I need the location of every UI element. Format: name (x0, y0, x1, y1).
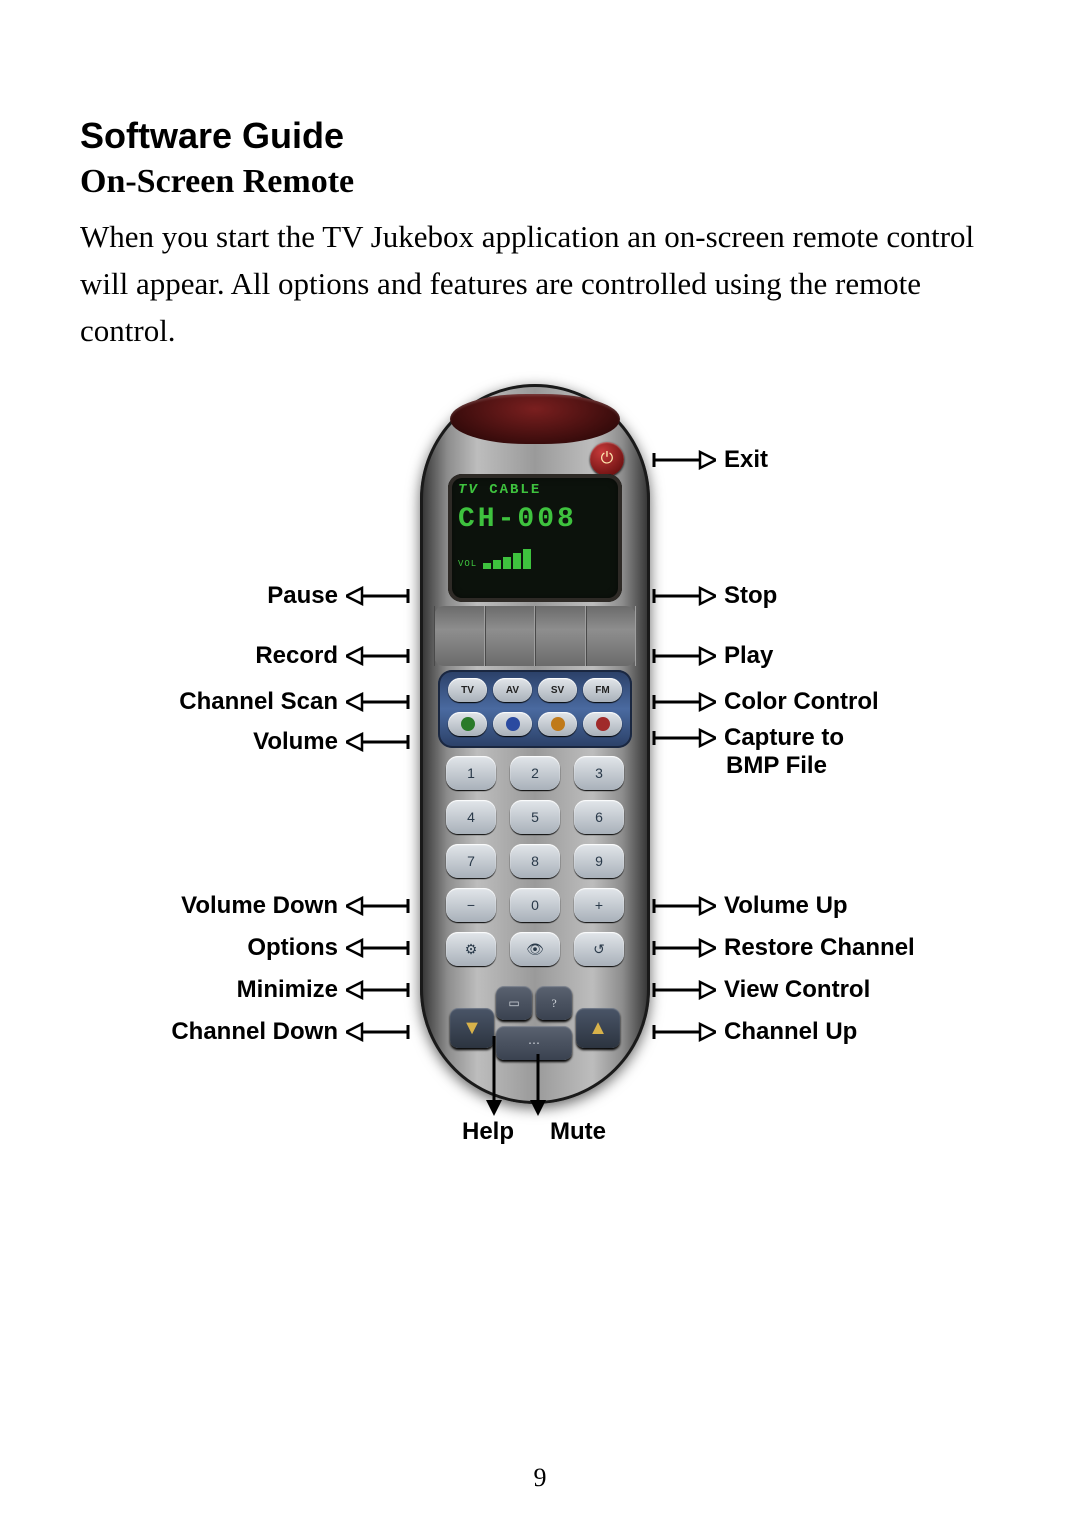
callout-channel-down: Channel Down (171, 1018, 416, 1046)
callout-options: Options (247, 934, 416, 962)
minimize-button[interactable]: ▭ (496, 986, 532, 1020)
key-0[interactable]: 0 (510, 888, 560, 922)
key-4[interactable]: 4 (446, 800, 496, 834)
lcd-volume-meter: VOL (458, 549, 612, 569)
key-2[interactable]: 2 (510, 756, 560, 790)
callout-exit: Exit (646, 446, 768, 474)
callout-volume-up: Volume Up (646, 892, 848, 920)
capture-icon (596, 717, 610, 731)
volume-up-button[interactable]: + (574, 888, 624, 922)
pause-button[interactable] (434, 606, 485, 666)
callout-color-control: Color Control (646, 688, 879, 716)
transport-strip (434, 606, 636, 666)
body-paragraph: When you start the TV Jukebox applicatio… (80, 213, 1000, 354)
callout-pause: Pause (267, 582, 416, 610)
callout-volume: Volume (253, 728, 416, 756)
channel-up-button[interactable]: ▲ (576, 1008, 620, 1048)
color-icon (551, 717, 565, 731)
callout-play: Play (646, 642, 773, 670)
key-6[interactable]: 6 (574, 800, 624, 834)
page-number: 9 (0, 1463, 1080, 1493)
channel-scan-button[interactable] (448, 712, 487, 736)
record-button[interactable] (535, 606, 586, 666)
lcd-screen: TV CABLE CH-008 VOL (448, 474, 622, 602)
mode-av[interactable]: AV (493, 678, 532, 702)
mode-sv[interactable]: SV (538, 678, 577, 702)
numeric-keypad: 1 2 3 4 5 6 7 8 9 − 0 + ⚙ 👁 ↺ (446, 756, 624, 966)
callout-view-control: View Control (646, 976, 870, 1004)
callout-capture-to: Capture to (646, 724, 844, 752)
key-3[interactable]: 3 (574, 756, 624, 790)
power-icon: ⏻ (601, 450, 614, 468)
lcd-line1: TV CABLE (458, 482, 612, 498)
callout-stop: Stop (646, 582, 777, 610)
mode-panel: TV AV SV FM (438, 670, 632, 748)
options-button[interactable]: ⚙ (446, 932, 496, 966)
callout-restore-channel: Restore Channel (646, 934, 915, 962)
view-control-button[interactable]: 👁 (510, 932, 560, 966)
volume-button[interactable] (493, 712, 532, 736)
key-1[interactable]: 1 (446, 756, 496, 790)
key-5[interactable]: 5 (510, 800, 560, 834)
volume-icon (506, 717, 520, 731)
callout-bmp-file: BMP File (726, 752, 827, 780)
mode-fm[interactable]: FM (583, 678, 622, 702)
lcd-tv: TV (458, 482, 479, 498)
capture-bmp-button[interactable] (583, 712, 622, 736)
document-page: Software Guide On-Screen Remote When you… (0, 0, 1080, 1529)
volume-down-button[interactable]: − (446, 888, 496, 922)
restore-channel-button[interactable]: ↺ (574, 932, 624, 966)
mode-tv[interactable]: TV (448, 678, 487, 702)
lcd-vol-label: VOL (458, 559, 477, 569)
callout-minimize: Minimize (237, 976, 416, 1004)
play-button[interactable] (586, 606, 637, 666)
scan-icon (461, 717, 475, 731)
arrow-to-help (484, 1036, 504, 1116)
color-control-button[interactable] (538, 712, 577, 736)
callout-record: Record (255, 642, 416, 670)
key-8[interactable]: 8 (510, 844, 560, 878)
callout-help: Help (462, 1118, 514, 1146)
key-9[interactable]: 9 (574, 844, 624, 878)
callout-channel-up: Channel Up (646, 1018, 857, 1046)
callout-mute: Mute (550, 1118, 606, 1146)
arrow-to-mute (528, 1054, 548, 1116)
lcd-channel: CH-008 (458, 504, 612, 535)
callout-channel-scan: Channel Scan (179, 688, 416, 716)
heading-software-guide: Software Guide (80, 115, 1000, 157)
lcd-cable: CABLE (489, 482, 541, 498)
heading-on-screen-remote: On-Screen Remote (80, 163, 1000, 201)
remote-control: ⏻ TV CABLE CH-008 VOL TV AV (420, 384, 650, 1104)
remote-figure: ⏻ TV CABLE CH-008 VOL TV AV (200, 384, 880, 1164)
key-7[interactable]: 7 (446, 844, 496, 878)
remote-top-cap (450, 394, 620, 444)
callout-volume-down: Volume Down (181, 892, 416, 920)
stop-button[interactable] (485, 606, 536, 666)
help-button[interactable]: ? (536, 986, 572, 1020)
